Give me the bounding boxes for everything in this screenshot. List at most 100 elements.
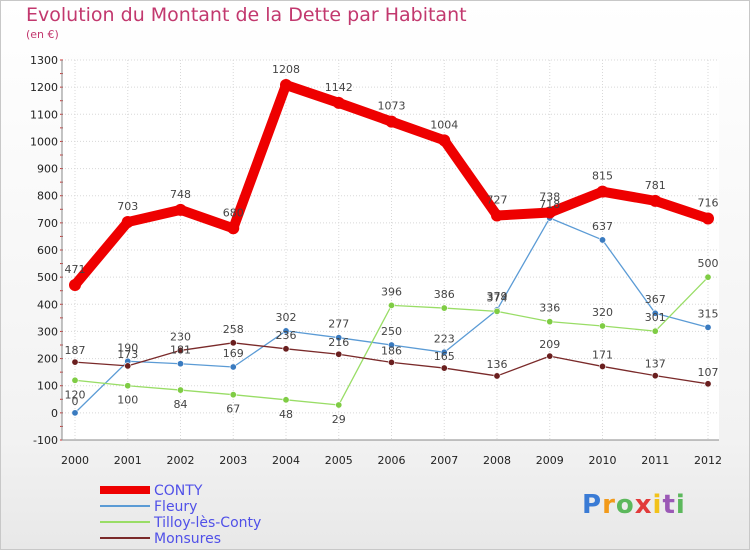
data-point [175,204,187,216]
data-label: 136 [487,358,508,371]
data-label: 500 [698,257,719,270]
data-point [649,195,661,207]
data-label: 67 [226,403,240,416]
data-label: 1142 [325,81,353,94]
data-label: 186 [381,344,402,357]
data-label: 181 [170,344,191,357]
data-point [333,97,345,109]
data-point [177,387,183,393]
data-label: 223 [434,332,455,345]
logo-letter: o [616,490,635,520]
data-label: 471 [65,263,86,276]
data-label: 1208 [272,63,300,76]
legend-entry: CONTY [154,483,203,499]
data-point [72,359,78,365]
y-tick-label: 200 [37,353,58,366]
data-label: 315 [698,307,719,320]
data-label: 165 [434,350,455,363]
data-label: 815 [592,170,613,183]
data-label: 781 [645,179,666,192]
x-tick-label: 2001 [114,454,142,467]
data-point [72,377,78,383]
y-tick-label: -100 [33,434,58,447]
data-label: 137 [645,358,666,371]
data-label: 84 [174,398,188,411]
data-label: 209 [539,338,560,351]
data-point [336,351,342,357]
data-label: 716 [698,197,719,210]
data-point [547,318,553,324]
data-point [702,213,714,225]
data-point [652,372,658,378]
y-tick-label: 600 [37,244,58,257]
data-point [227,222,239,234]
x-tick-label: 2010 [589,454,617,467]
data-label: 301 [645,311,666,324]
data-point [386,116,398,128]
data-point [388,302,394,308]
data-label: 748 [170,188,191,201]
data-label: 320 [592,306,613,319]
data-point [230,391,236,397]
x-tick-label: 2000 [61,454,89,467]
x-tick-label: 2009 [536,454,564,467]
data-label: 171 [592,348,613,361]
data-label: 680 [223,206,244,219]
data-point [125,363,131,369]
data-label: 1073 [378,100,406,113]
data-label: 718 [539,198,560,211]
data-point [69,279,81,291]
logo-letter: x [635,490,653,520]
data-label: 727 [487,194,508,207]
logo-letter: P [582,490,602,520]
logo-letter: i [653,490,663,520]
data-label: 230 [170,330,191,343]
data-point [122,216,134,228]
data-point [491,210,503,222]
y-tick-label: 900 [37,163,58,176]
data-label: 703 [117,200,138,213]
y-tick-label: 1200 [30,81,58,94]
y-tick-label: 400 [37,298,58,311]
data-label: 336 [539,302,560,315]
y-tick-label: 800 [37,190,58,203]
data-label: 1004 [430,118,458,131]
data-label: 302 [276,311,297,324]
y-tick-label: 1300 [30,54,58,67]
legend-entry: Monsures [154,531,221,547]
y-tick-label: 300 [37,325,58,338]
legend-entry: Tilloy-lès-Conty [153,515,261,531]
y-tick-label: 700 [37,217,58,230]
data-label: 187 [65,344,86,357]
data-point [599,363,605,369]
data-point [547,353,553,359]
x-tick-label: 2006 [378,454,406,467]
data-label: 374 [487,291,508,304]
data-label: 367 [645,293,666,306]
data-label: 29 [332,413,346,426]
y-tick-label: 500 [37,271,58,284]
logo-letter: i [676,490,686,520]
proxiti-logo: Proxiti [582,490,686,520]
y-tick-label: 100 [37,380,58,393]
data-point [599,323,605,329]
x-tick-label: 2008 [483,454,511,467]
x-tick-label: 2012 [694,454,722,467]
data-point [494,308,500,314]
data-label: 169 [223,347,244,360]
data-point [597,186,609,198]
data-label: 386 [434,288,455,301]
x-tick-label: 2004 [272,454,300,467]
x-tick-label: 2005 [325,454,353,467]
data-point [438,134,450,146]
data-label: 48 [279,408,293,421]
logo-letter: r [602,490,616,520]
y-tick-label: 1000 [30,135,58,148]
y-tick-label: 0 [51,407,58,420]
data-label: 637 [592,220,613,233]
legend-entry: Fleury [154,499,197,515]
data-point [336,402,342,408]
data-point [705,381,711,387]
data-point [705,324,711,330]
